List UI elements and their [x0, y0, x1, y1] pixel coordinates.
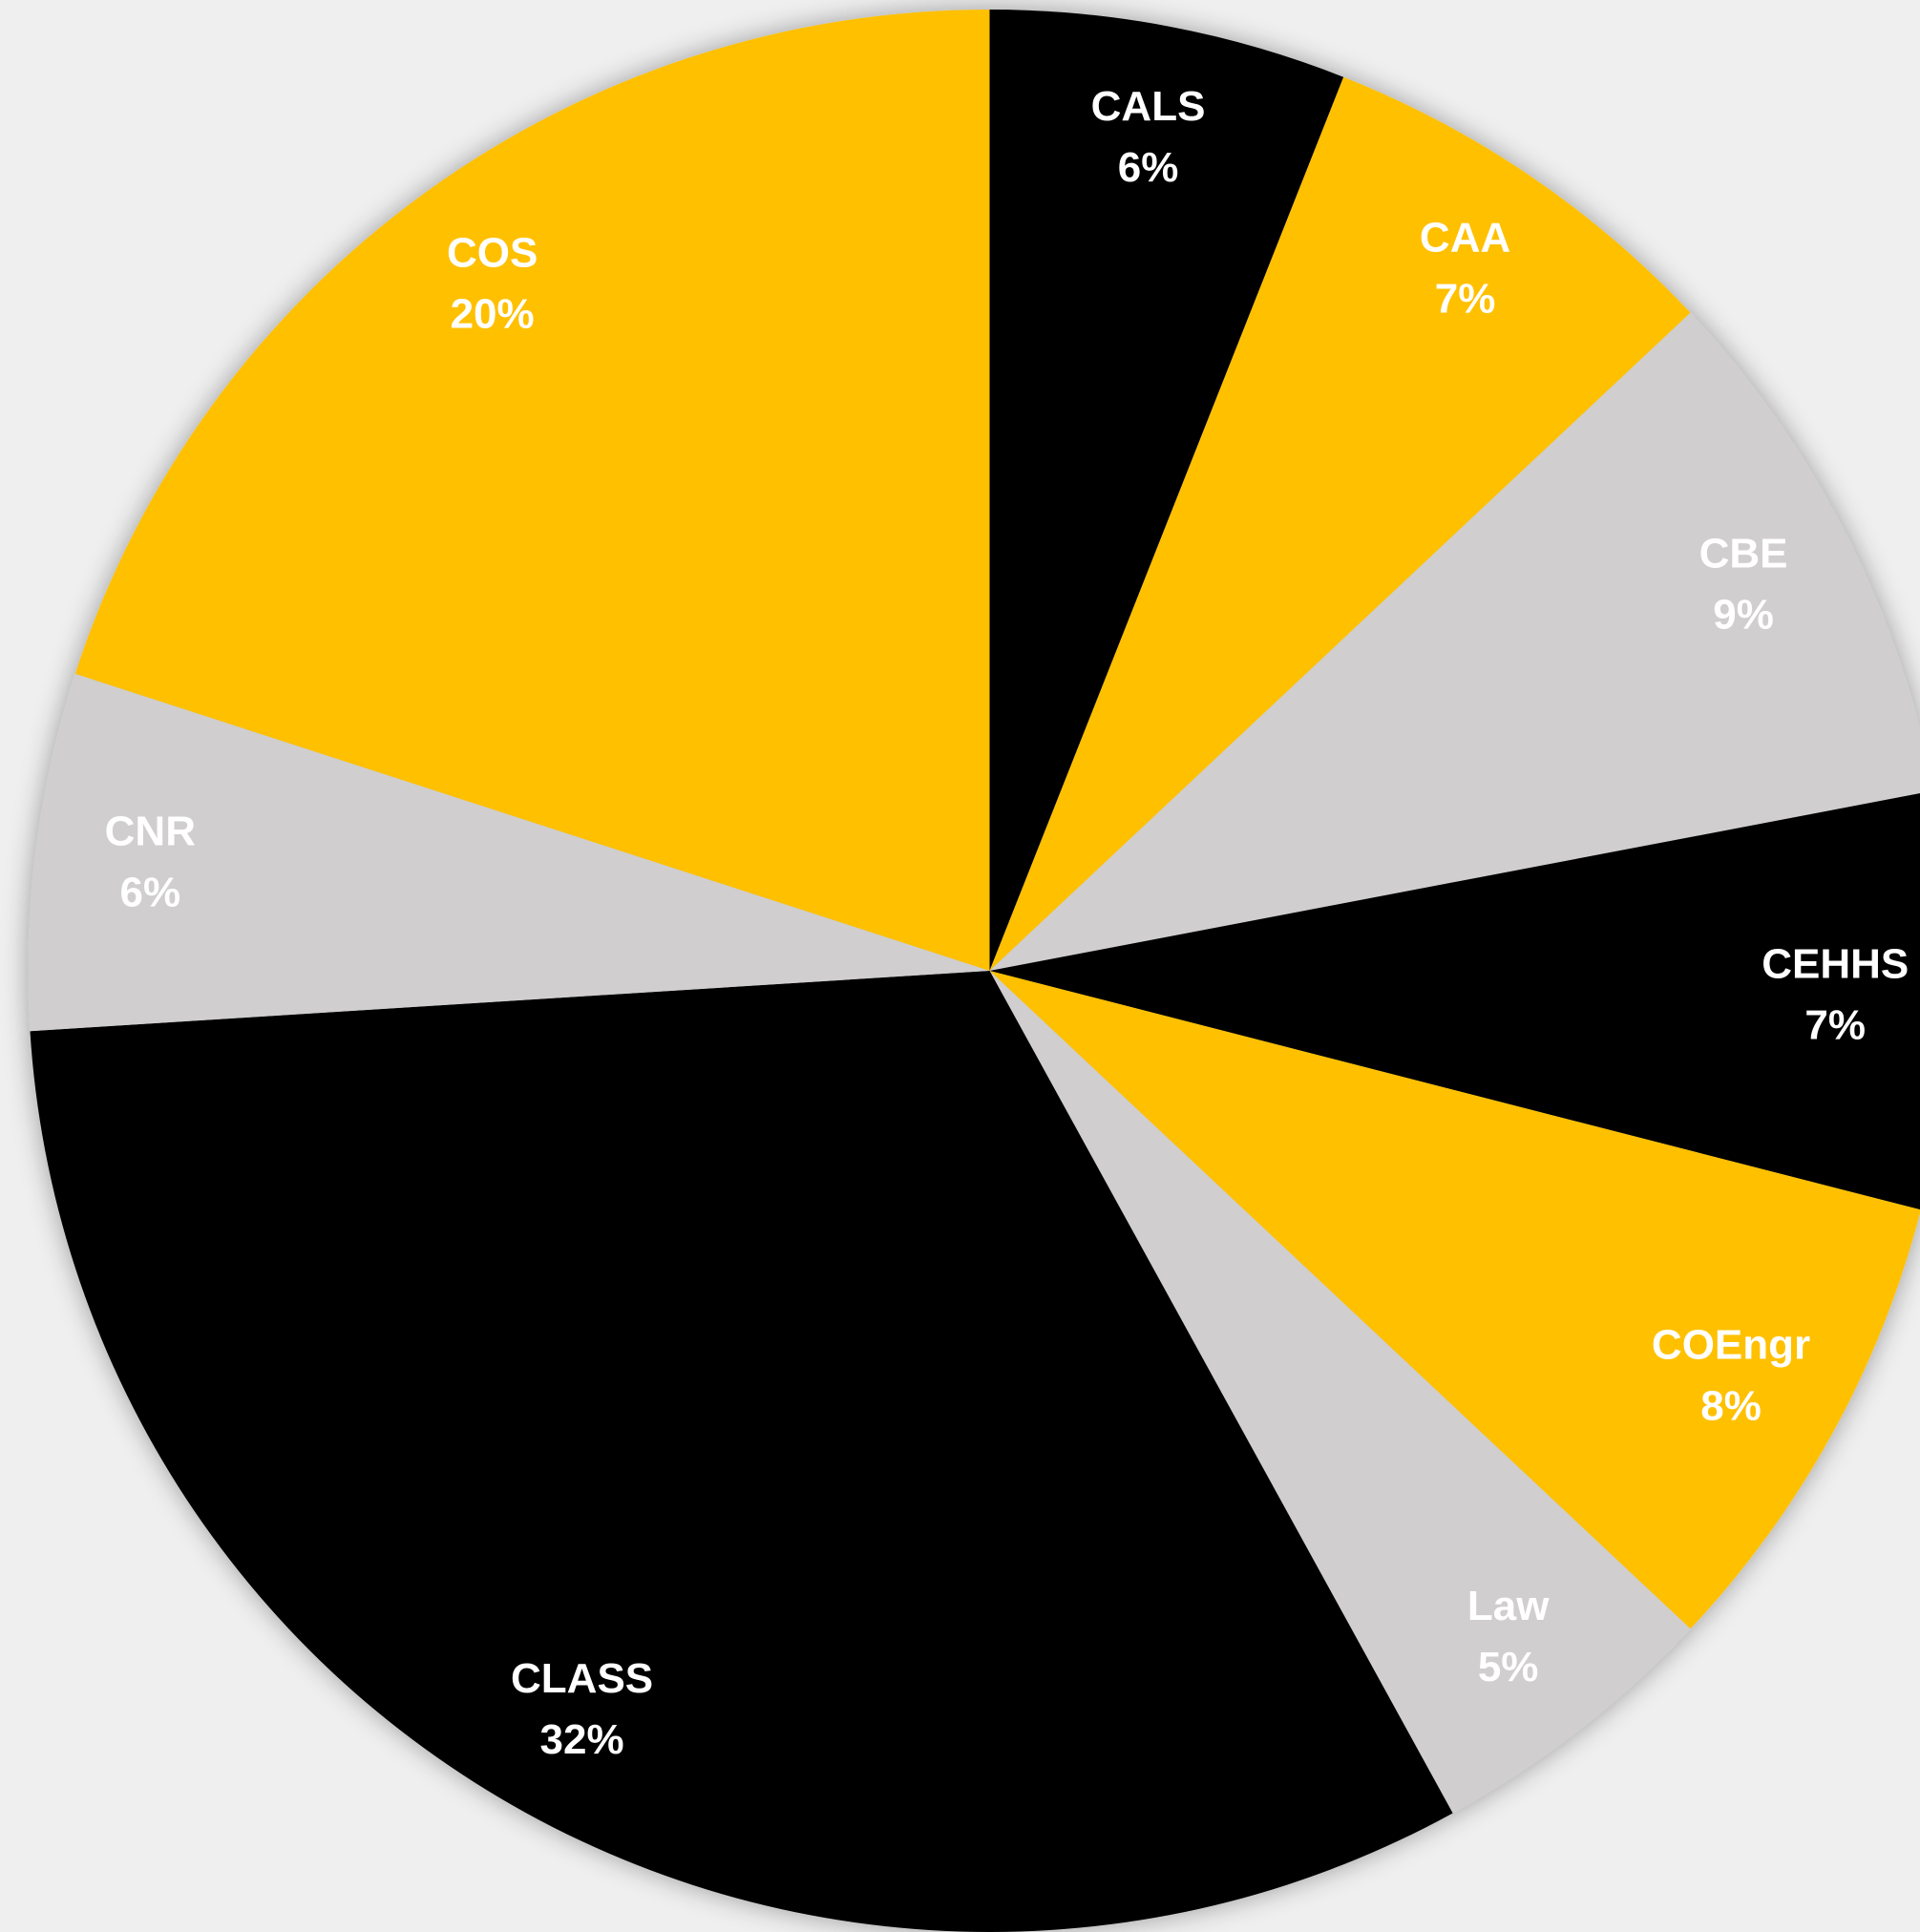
pie-slice [989, 971, 1691, 1814]
slice-label: CEHHS [1762, 940, 1909, 987]
pie-slice [989, 971, 1920, 1629]
pie-slice [30, 971, 1453, 1932]
slice-label: COS [447, 230, 538, 277]
slice-label: CALS [1091, 83, 1206, 130]
pie [28, 10, 1920, 1932]
slice-label: CBE [1699, 530, 1788, 577]
slice-value-label: 6% [120, 870, 181, 916]
slice-value-label: 5% [1478, 1644, 1539, 1690]
pie-slice [989, 76, 1691, 971]
slice-value-label: 6% [1118, 144, 1179, 191]
slice-value-label: 32% [540, 1716, 624, 1763]
slice-value-label: 8% [1700, 1383, 1762, 1430]
labels: CALS 6% CAA 7% CBE 9% CEHHS 7% COEngr 8% Law 5% CLAS… [105, 83, 1909, 1763]
slice-label: COEngr [1652, 1322, 1810, 1369]
pie-slice [989, 793, 1920, 1210]
slice-value-label: 20% [451, 291, 535, 338]
pie-slice [989, 10, 1344, 971]
slice-label: Law [1467, 1583, 1550, 1629]
pie-slice [28, 673, 990, 1032]
pie-slice [989, 312, 1920, 971]
slice-value-label: 7% [1804, 1001, 1866, 1048]
pie-slice [74, 10, 990, 971]
slice-label: CLASS [511, 1655, 653, 1702]
slice-value-label: 7% [1435, 276, 1496, 323]
slice-label: CNR [105, 808, 196, 855]
slice-value-label: 9% [1713, 591, 1774, 638]
slice-label: CAA [1420, 215, 1510, 262]
